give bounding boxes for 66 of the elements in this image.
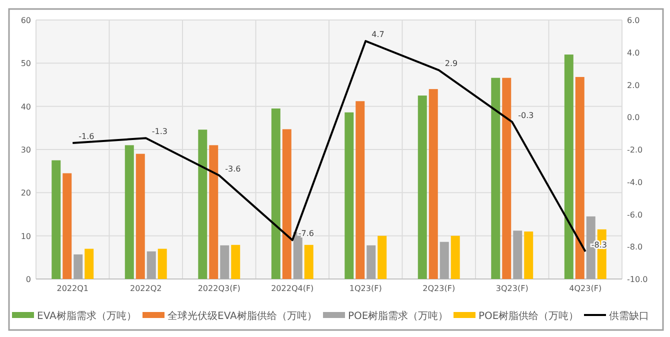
y2-tick-label: -8.0 xyxy=(627,242,643,252)
bar xyxy=(304,244,314,279)
bar xyxy=(378,236,387,279)
bar xyxy=(74,254,83,279)
bar xyxy=(575,76,584,279)
bar xyxy=(84,248,94,279)
y2-tick-label: 2.0 xyxy=(627,80,640,90)
data-label: 2.9 xyxy=(444,59,458,68)
bar xyxy=(282,129,292,279)
bar xyxy=(564,54,574,279)
x-tick-label: 2Q23(F) xyxy=(422,284,456,293)
bar xyxy=(146,251,156,279)
y-tick-label: 20 xyxy=(20,188,31,198)
bar xyxy=(513,230,522,279)
legend-label: POE树脂需求（万吨） xyxy=(348,310,448,322)
line-series xyxy=(72,40,586,252)
x-tick-label: 2022Q4(F) xyxy=(271,284,314,293)
x-tick-label: 4Q23(F) xyxy=(569,284,602,293)
bar xyxy=(220,245,230,279)
x-tick-label: 3Q23(F) xyxy=(496,284,528,293)
bar xyxy=(124,145,134,279)
legend-label: 全球光伏级EVA树脂供给（万吨） xyxy=(168,310,317,322)
bar xyxy=(428,89,438,279)
x-tick-label: 2022Q2 xyxy=(130,284,162,293)
bar xyxy=(52,160,61,279)
y2-tick-label: -4.0 xyxy=(627,178,643,187)
bar xyxy=(450,236,460,279)
legend-label: POE树脂供给（万吨） xyxy=(478,310,579,322)
bar xyxy=(440,242,449,279)
bar xyxy=(418,96,427,279)
bar xyxy=(344,112,354,279)
y-tick-label: 0 xyxy=(26,275,31,284)
y-tick-label: 10 xyxy=(20,232,31,241)
data-label: -3.6 xyxy=(225,164,241,174)
data-label: -0.3 xyxy=(518,110,534,120)
y2-tick-label: -2.0 xyxy=(627,146,643,154)
bar xyxy=(136,154,145,279)
y-tick-label: 30 xyxy=(20,146,31,154)
data-label: 4.7 xyxy=(372,30,384,40)
data-label: -1.6 xyxy=(78,132,94,142)
bar xyxy=(524,232,534,279)
y2-tick-label: -6.0 xyxy=(627,210,643,220)
bar xyxy=(502,78,512,279)
y-tick-label: 50 xyxy=(20,59,31,68)
bar xyxy=(491,78,500,279)
legend-label: EVA树脂需求（万吨） xyxy=(37,310,136,322)
bar xyxy=(62,173,72,279)
y2-tick-label: 0.0 xyxy=(627,113,640,122)
legend-label: 供需缺口 xyxy=(609,310,649,322)
bar xyxy=(198,130,208,279)
bar xyxy=(366,245,376,279)
bar xyxy=(356,101,365,279)
x-tick-label: 1Q23(F) xyxy=(349,284,382,293)
data-label: -7.6 xyxy=(298,229,314,238)
bar xyxy=(231,244,240,279)
bar xyxy=(209,145,218,279)
y2-tick-label: 6.0 xyxy=(627,16,640,25)
y2-tick-label: -10.0 xyxy=(627,275,648,284)
x-tick-label: 2022Q1 xyxy=(56,284,88,293)
bar xyxy=(271,108,280,279)
bar xyxy=(158,248,167,279)
y2-tick-label: 4.0 xyxy=(627,48,640,58)
y-tick-label: 40 xyxy=(20,102,31,112)
data-label: -1.3 xyxy=(152,127,168,136)
y-tick-label: 60 xyxy=(20,16,31,25)
x-tick-label: 2022Q3(F) xyxy=(198,284,240,293)
